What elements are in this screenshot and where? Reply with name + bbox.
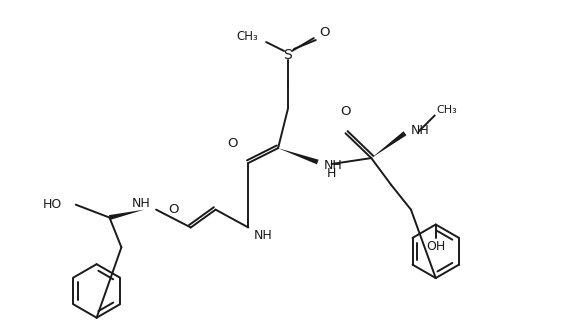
Text: NH: NH xyxy=(324,160,343,172)
Text: NH: NH xyxy=(411,124,430,137)
Text: H: H xyxy=(327,167,336,180)
Polygon shape xyxy=(109,210,144,220)
Text: O: O xyxy=(227,137,238,150)
Text: NH: NH xyxy=(253,229,272,242)
Text: CH₃: CH₃ xyxy=(236,29,258,43)
Polygon shape xyxy=(278,148,319,165)
Text: OH: OH xyxy=(426,240,445,253)
Text: CH₃: CH₃ xyxy=(437,106,457,116)
Text: O: O xyxy=(169,203,179,216)
Text: O: O xyxy=(320,25,330,39)
Text: NH: NH xyxy=(131,197,150,210)
Text: O: O xyxy=(340,105,351,118)
Text: HO: HO xyxy=(42,198,62,211)
Text: S: S xyxy=(284,48,292,62)
Polygon shape xyxy=(371,131,406,158)
